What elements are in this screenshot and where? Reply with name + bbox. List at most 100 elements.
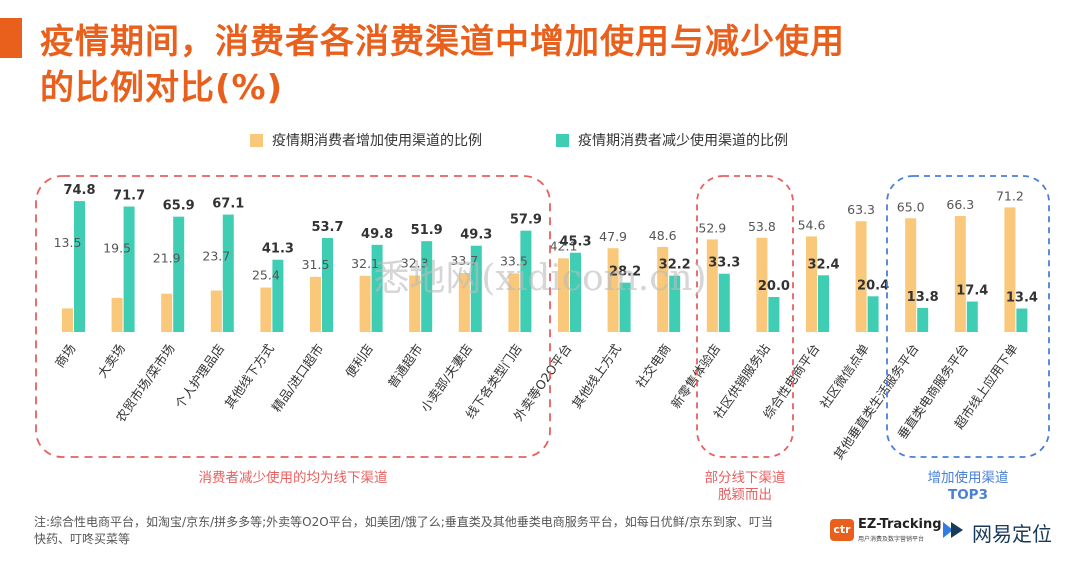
ez-tracking-name: EZ-Tracking bbox=[858, 517, 942, 532]
data-label-decrease: 51.9 bbox=[411, 223, 443, 238]
bar-increase bbox=[161, 293, 173, 332]
bar-increase bbox=[806, 236, 817, 332]
bar-increase bbox=[458, 273, 470, 332]
data-label-increase: 71.2 bbox=[996, 188, 1024, 203]
ctr-badge-icon: ctr bbox=[830, 519, 854, 541]
bar-decrease bbox=[768, 297, 780, 332]
data-label-increase: 65.0 bbox=[897, 199, 925, 214]
data-label-decrease: 32.2 bbox=[659, 258, 691, 273]
bar-increase bbox=[62, 308, 73, 332]
group-highlight-box bbox=[696, 175, 794, 458]
group-annotation-label: 脱颖而出 bbox=[718, 487, 772, 503]
category-label: 精品/进口超市 bbox=[269, 341, 327, 414]
data-label-increase: 52.9 bbox=[698, 220, 726, 235]
category-label: 新零售体验店 bbox=[668, 341, 723, 411]
category-label: 商场 bbox=[52, 341, 79, 370]
data-label-increase: 25.4 bbox=[252, 268, 280, 283]
data-label-decrease: 33.3 bbox=[708, 256, 740, 271]
data-label-decrease: 20.0 bbox=[758, 279, 790, 294]
category-label: 便利店 bbox=[342, 341, 376, 380]
bar-increase bbox=[111, 297, 123, 332]
data-label-decrease: 49.3 bbox=[460, 228, 492, 243]
bar-increase bbox=[706, 239, 718, 332]
data-label-increase: 33.7 bbox=[450, 253, 478, 268]
ez-tracking-subtitle: 用户消费及数字营销平台 bbox=[858, 536, 925, 543]
bar-increase bbox=[260, 287, 272, 332]
data-label-decrease: 45.3 bbox=[559, 235, 591, 250]
data-label-increase: 21.9 bbox=[153, 251, 181, 266]
chart-title-line1: 疫情期间，消费者各消费渠道中增加使用与减少使用 bbox=[40, 22, 845, 62]
data-label-increase: 19.5 bbox=[103, 241, 131, 256]
title-accent bbox=[0, 18, 22, 58]
data-label-increase: 66.3 bbox=[946, 197, 974, 212]
bar-decrease bbox=[669, 275, 681, 332]
bar-decrease bbox=[272, 259, 284, 332]
bar-decrease bbox=[619, 282, 631, 332]
data-label-decrease: 53.7 bbox=[311, 220, 343, 235]
bar-decrease bbox=[917, 307, 929, 332]
group-highlight-box bbox=[886, 175, 1050, 458]
group-annotation-label: TOP3 bbox=[948, 487, 988, 503]
bar-decrease bbox=[470, 245, 482, 332]
group-annotation-label: 增加使用渠道 bbox=[928, 469, 1009, 486]
data-label-decrease: 13.4 bbox=[1006, 291, 1038, 306]
bar-decrease bbox=[520, 230, 532, 332]
data-label-decrease: 65.9 bbox=[163, 199, 195, 214]
data-label-decrease: 57.9 bbox=[510, 213, 542, 228]
bar-increase bbox=[954, 215, 966, 332]
category-label: 社交电商 bbox=[633, 341, 674, 391]
data-label-increase: 63.3 bbox=[847, 202, 875, 217]
data-label-decrease: 74.8 bbox=[63, 183, 95, 198]
netease-location-icon bbox=[943, 522, 963, 538]
bar-increase bbox=[905, 218, 917, 332]
legend-swatch-increase bbox=[250, 133, 263, 147]
netease-logo: 网易定位 bbox=[940, 515, 1070, 546]
bar-increase bbox=[409, 275, 421, 332]
bar-decrease bbox=[74, 201, 85, 332]
data-label-increase: 33.5 bbox=[500, 253, 528, 268]
legend-label-decrease: 疫情期消费者减少使用渠道的比例 bbox=[578, 133, 788, 149]
bar-decrease bbox=[718, 273, 730, 332]
data-label-increase: 54.6 bbox=[798, 217, 826, 232]
bar-increase bbox=[210, 290, 222, 332]
bar-increase bbox=[756, 237, 768, 332]
footnote: 注:综合性电商平台，如淘宝/京东/拼多多等;外卖等O2O平台，如美团/饿了么;垂… bbox=[34, 515, 773, 546]
bar-increase bbox=[657, 246, 669, 332]
data-label-increase: 13.5 bbox=[54, 235, 82, 250]
data-label-increase: 47.9 bbox=[599, 229, 627, 244]
ez-tracking-logo: ctr EZ-Tracking 用户消费及数字营销平台 bbox=[830, 515, 942, 545]
watermark-text: 悉地网(xidicom.cn) bbox=[373, 258, 706, 299]
legend-item-decrease: 疫情期消费者减少使用渠道的比例 bbox=[556, 130, 788, 150]
chart-title-line2: 的比例对比(%) bbox=[40, 68, 284, 108]
data-label-decrease: 13.8 bbox=[907, 290, 939, 305]
data-label-decrease: 67.1 bbox=[212, 197, 244, 212]
legend-label-increase: 疫情期消费者增加使用渠道的比例 bbox=[272, 133, 482, 149]
category-label: 其他线下方式 bbox=[222, 341, 278, 411]
bar-decrease bbox=[173, 216, 185, 332]
data-label-increase: 23.7 bbox=[202, 249, 230, 264]
title-bar: 疫情期间，消费者各消费渠道中增加使用与减少使用 的比例对比(%) bbox=[0, 0, 1080, 120]
data-label-decrease: 71.7 bbox=[113, 189, 145, 204]
data-label-decrease: 20.4 bbox=[857, 278, 889, 293]
bar-decrease bbox=[1016, 308, 1028, 332]
data-label-increase: 42.1 bbox=[550, 238, 578, 253]
legend-item-increase: 疫情期消费者增加使用渠道的比例 bbox=[250, 130, 482, 150]
category-label: 小卖部/夫妻店 bbox=[418, 341, 476, 414]
category-label: 其他垂直类生活服务平台 bbox=[830, 341, 921, 462]
data-label-decrease: 28.2 bbox=[609, 265, 641, 280]
bar-decrease bbox=[371, 244, 383, 332]
data-label-decrease: 49.8 bbox=[361, 227, 393, 242]
data-label-increase: 31.5 bbox=[302, 257, 330, 272]
bar-decrease bbox=[818, 275, 829, 332]
bar-increase bbox=[558, 258, 569, 332]
bar-increase bbox=[855, 221, 867, 332]
bar-decrease bbox=[222, 214, 234, 332]
category-label: 其他线上方式 bbox=[569, 341, 625, 411]
bar-decrease bbox=[421, 241, 433, 332]
netease-logo-text: 网易定位 bbox=[972, 522, 1052, 546]
bar-decrease bbox=[867, 296, 879, 332]
data-label-increase: 32.1 bbox=[351, 256, 379, 271]
legend-swatch-decrease bbox=[556, 133, 569, 147]
bar-increase bbox=[359, 275, 371, 332]
